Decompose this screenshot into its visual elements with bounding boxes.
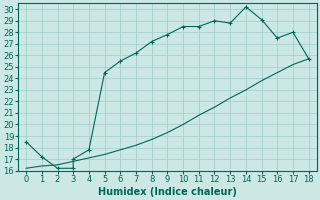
X-axis label: Humidex (Indice chaleur): Humidex (Indice chaleur) [98, 187, 237, 197]
